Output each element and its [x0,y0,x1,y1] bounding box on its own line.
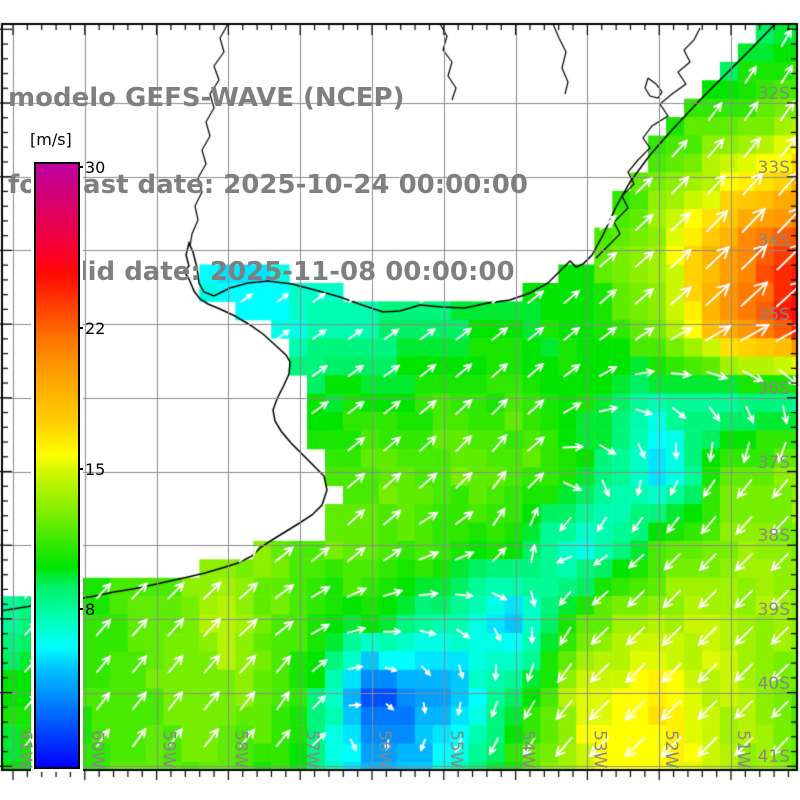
colorbar-unit-label: [m/s] [30,130,72,149]
lat-tick-label: 33S [757,157,790,178]
colorbar-tick-label: 22 [85,318,106,338]
lon-tick-label: 53W [589,730,610,769]
lon-tick-label: 57W [302,730,323,769]
lon-tick-label: 55W [445,730,466,769]
lon-tick-label: 51W [733,730,753,769]
colorbar-gradient [31,159,83,772]
lon-tick-label: 56W [374,730,394,769]
valid-date-line: valid date: 2025-11-08 00:00:00 [8,257,515,287]
colorbar-tickmark [78,608,83,611]
lat-tick-label: 32S [757,84,790,104]
lat-tick-label: 36S [757,378,790,399]
lat-tick-label: 38S [757,526,790,547]
lon-tick-label: 54W [517,730,538,769]
colorbar-tickmark [78,166,83,168]
colorbar-tickmark [78,467,83,470]
colorbar-tick-label: 8 [85,600,96,620]
map-title: modelo GEFS-WAVE (NCEP) forecast date: 2… [8,26,528,345]
lon-tick-label: 52W [661,730,682,769]
model-name-line: modelo GEFS-WAVE (NCEP) [8,83,405,113]
lat-tick-label: 37S [757,452,790,473]
lat-tick-label: 35S [757,305,790,326]
colorbar-tickmark [78,326,83,329]
lat-tick-label: 39S [757,599,790,620]
lon-tick-label: 59W [158,730,179,769]
lat-tick-label: 34S [757,231,790,252]
lon-tick-label: 58W [230,730,251,769]
lat-tick-label: 40S [757,673,790,694]
lat-tick-label: 41S [757,747,790,768]
colorbar-tick-label: 15 [85,459,106,479]
lon-tick-label: 60W [86,730,107,769]
lon-tick-label: 61W [15,730,35,769]
colorbar-tick-label: 30 [85,158,106,177]
